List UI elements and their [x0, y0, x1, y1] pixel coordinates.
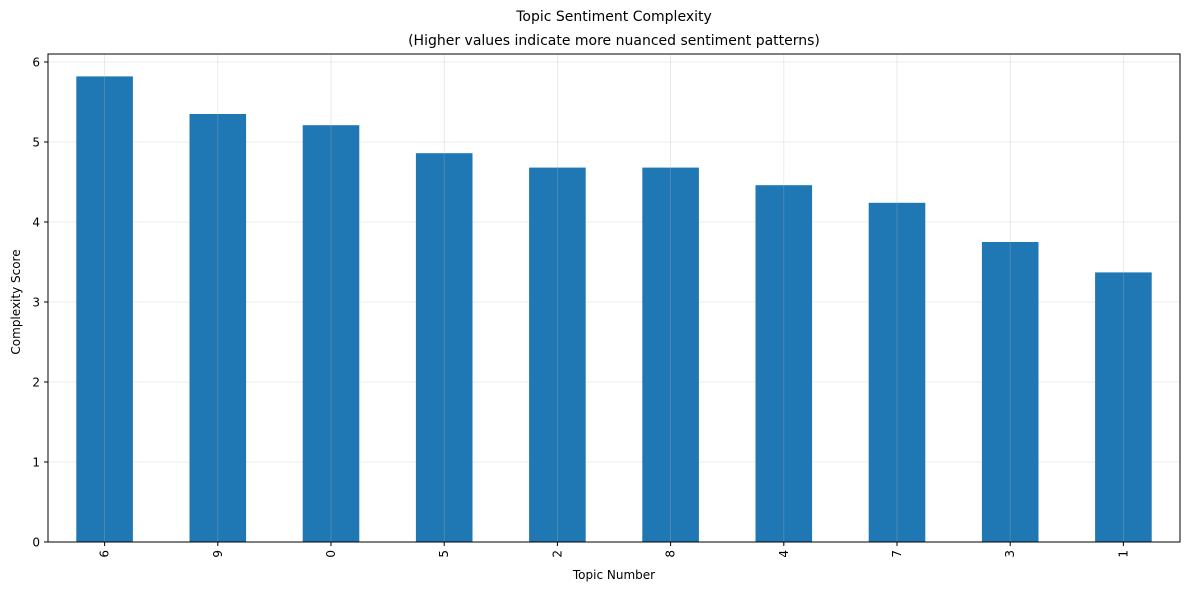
x-tick-label: 5: [437, 550, 451, 558]
chart-subtitle: (Higher values indicate more nuanced sen…: [408, 33, 820, 49]
tick-labels: 0 1 2 3 4 5 6 6 9 0 5 2 8 4 7 3 1: [32, 56, 1130, 558]
x-tick-label: 0: [324, 550, 338, 558]
x-tick-label: 7: [890, 550, 904, 558]
x-tick-label: 3: [1003, 550, 1017, 558]
x-tick-label: 6: [98, 550, 112, 558]
bar-topic-1: [1095, 272, 1152, 542]
plot-frame: [47, 53, 1181, 543]
bar-topic-4: [755, 185, 813, 542]
bar-topic-9: [189, 114, 247, 542]
bar-topic-3: [981, 242, 1039, 542]
y-tick-label: 4: [32, 216, 40, 230]
x-tick-label: 2: [550, 550, 564, 558]
x-tick-label: 9: [211, 550, 225, 558]
x-tick-label: 8: [664, 550, 678, 558]
bar-topic-8: [642, 167, 699, 542]
chart-title: Topic Sentiment Complexity: [515, 9, 712, 25]
bar-topic-2: [529, 167, 586, 542]
y-tick-label: 3: [32, 296, 40, 310]
y-tick-label: 1: [32, 456, 40, 470]
y-tick-label: 0: [32, 536, 40, 550]
axes: [47, 53, 1181, 543]
y-axis-label: Complexity Score: [9, 249, 23, 354]
x-axis-label: Topic Number: [572, 568, 655, 582]
bar-topic-5: [415, 153, 473, 542]
x-tick-label: 1: [1116, 550, 1130, 558]
y-tick-label: 6: [32, 56, 40, 70]
bar-topic-0: [302, 125, 360, 542]
y-tick-label: 2: [32, 376, 40, 390]
bars: [76, 54, 1152, 543]
bar-topic-6: [76, 76, 133, 543]
x-tick-label: 4: [777, 550, 791, 558]
y-tick-label: 5: [32, 136, 40, 150]
bar-topic-7: [868, 202, 926, 543]
